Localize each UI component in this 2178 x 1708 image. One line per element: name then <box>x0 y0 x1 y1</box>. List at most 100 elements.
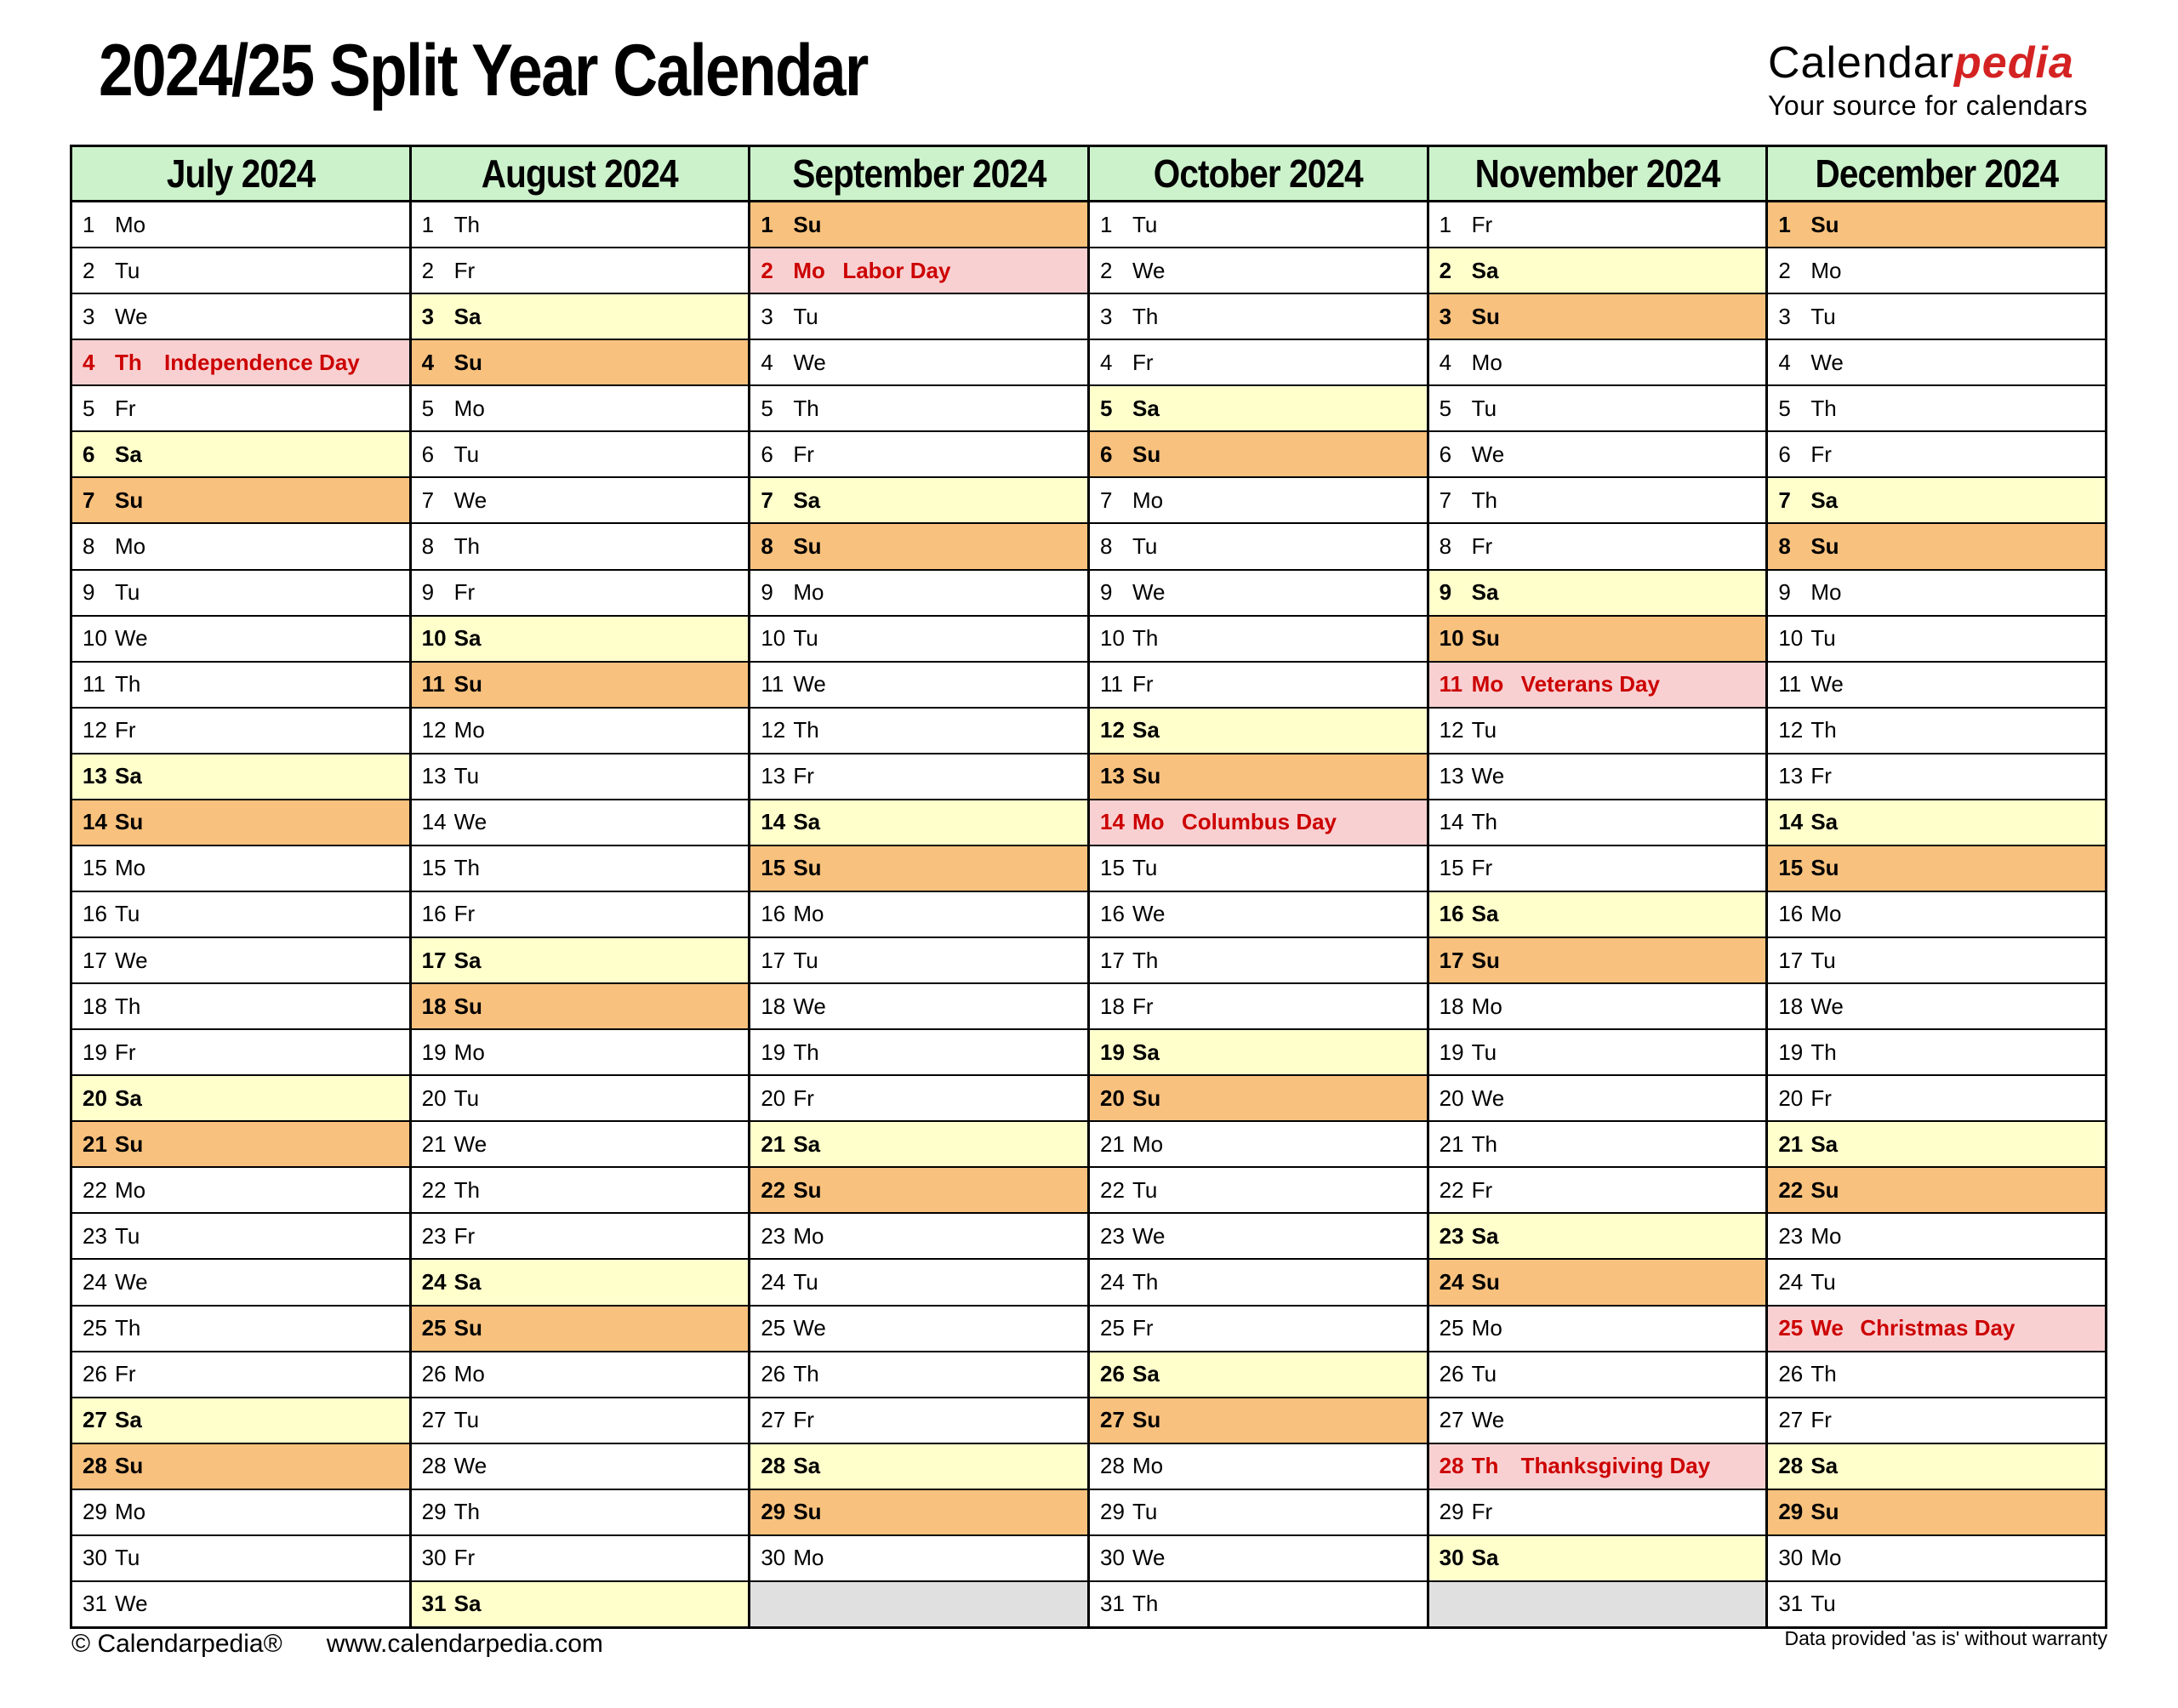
day-cell: 20 Fr <box>1768 1076 2105 1123</box>
day-cell: 29 Fr <box>1428 1490 1766 1536</box>
day-weekday: Su <box>1132 1085 1161 1111</box>
day-cell: 25 Fr <box>1089 1307 1427 1352</box>
day-weekday: Fr <box>453 901 476 927</box>
day-cell: 20 Fr <box>750 1076 1087 1123</box>
day-weekday: Fr <box>793 763 814 789</box>
holiday-label: Veterans Day <box>1520 671 1660 697</box>
logo-wordmark: Calendarpedia <box>1768 41 2088 85</box>
day-weekday: Su <box>1810 532 1839 559</box>
day-weekday: Sa <box>1810 1453 1839 1479</box>
day-weekday: Fr <box>115 1039 136 1065</box>
day-cell: 20 Sa <box>72 1076 409 1123</box>
day-cell: 9 We <box>1089 571 1427 617</box>
day-cell: 10 Sa <box>411 616 749 663</box>
day-number: 28 <box>761 1453 786 1479</box>
day-cell: 17 Th <box>1089 938 1427 985</box>
footer-website-link[interactable]: www.calendarpedia.com <box>326 1630 603 1658</box>
day-cell: 13 Fr <box>750 754 1087 800</box>
day-cell: 14 Su <box>72 800 409 846</box>
day-weekday: We <box>1471 1085 1505 1111</box>
day-number: 4 <box>1778 349 1791 375</box>
day-weekday: Th <box>1132 1591 1159 1617</box>
day-weekday: Fr <box>115 1361 136 1387</box>
day-weekday: Su <box>115 487 144 513</box>
day-cell: 9 Mo <box>750 571 1087 617</box>
day-cell: 5 Mo <box>411 386 749 433</box>
day-weekday: Fr <box>1810 1407 1832 1433</box>
day-cell: 1 Fr <box>1428 202 1766 249</box>
day-weekday: Mo <box>453 395 485 421</box>
day-weekday: Fr <box>1471 1176 1493 1203</box>
day-number: 2 <box>761 257 773 283</box>
day-number: 1 <box>421 211 435 237</box>
day-weekday: Mo <box>115 1176 146 1203</box>
day-number: 30 <box>1439 1545 1464 1571</box>
day-cell: 22 Th <box>411 1168 749 1215</box>
day-weekday: Fr <box>453 257 476 283</box>
day-weekday: Mo <box>1810 257 1842 283</box>
day-weekday: Mo <box>1132 1453 1164 1479</box>
day-weekday: We <box>453 1453 487 1479</box>
logo-pedia-text: pedia <box>1954 38 2074 88</box>
day-number: 28 <box>1439 1453 1464 1479</box>
day-weekday: Tu <box>115 1222 140 1249</box>
day-cell: 17 Su <box>1428 938 1766 985</box>
day-weekday: Tu <box>1810 1268 1836 1295</box>
day-cell: 14 Sa <box>1768 800 2105 846</box>
day-cell: 20 Tu <box>411 1076 749 1123</box>
day-cell: 22 Su <box>750 1168 1087 1215</box>
day-cell: 14 Th <box>1428 800 1766 846</box>
day-number: 21 <box>761 1130 786 1157</box>
day-cell: 17 Sa <box>411 938 749 985</box>
day-weekday: Fr <box>1471 855 1493 881</box>
day-number: 9 <box>1778 579 1791 606</box>
day-cell: 11 Fr <box>1089 663 1427 709</box>
day-cell: 13 We <box>1428 754 1766 800</box>
day-weekday: Su <box>793 211 822 237</box>
day-weekday: Su <box>115 1453 144 1479</box>
day-number: 26 <box>761 1361 786 1387</box>
month-header: July 2024 <box>72 147 409 202</box>
day-number: 8 <box>761 532 773 559</box>
day-number: 7 <box>761 487 773 513</box>
day-weekday: Sa <box>1132 395 1160 421</box>
day-weekday: Sa <box>453 947 482 973</box>
day-number: 30 <box>761 1545 786 1571</box>
day-number: 5 <box>1099 395 1113 421</box>
day-cell: 7 We <box>411 478 749 525</box>
day-number: 5 <box>421 395 435 421</box>
day-cell: 12 Mo <box>411 709 749 754</box>
day-weekday: Tu <box>1471 1039 1497 1065</box>
day-cell: 9 Fr <box>411 571 749 617</box>
day-cell: 17 We <box>72 938 409 985</box>
day-weekday: Su <box>793 1499 822 1525</box>
day-weekday: We <box>1810 349 1844 375</box>
day-weekday: Su <box>1471 947 1500 973</box>
day-cell: 2 Sa <box>1428 248 1766 295</box>
day-number: 22 <box>1439 1176 1464 1203</box>
day-cell: 23 Fr <box>411 1214 749 1261</box>
day-number: 17 <box>1099 947 1125 973</box>
day-weekday: Su <box>1132 441 1161 467</box>
day-weekday: Su <box>453 993 482 1019</box>
day-number: 28 <box>421 1453 447 1479</box>
logo: Calendarpedia Your source for calendars <box>1768 41 2088 119</box>
day-number: 31 <box>1099 1591 1125 1617</box>
day-number: 21 <box>1439 1130 1464 1157</box>
day-number: 27 <box>761 1407 786 1433</box>
day-number: 10 <box>421 625 447 652</box>
day-cell: 24 Sa <box>411 1260 749 1307</box>
day-weekday: Fr <box>1132 671 1154 697</box>
day-cell: 16 Mo <box>750 892 1087 938</box>
day-cell: 25 Mo <box>1428 1307 1766 1352</box>
day-cell: 3 We <box>72 294 409 341</box>
day-weekday: We <box>1132 579 1166 606</box>
day-number: 22 <box>761 1176 786 1203</box>
day-number: 26 <box>83 1361 107 1387</box>
day-weekday: Fr <box>1132 1315 1154 1341</box>
day-number: 6 <box>761 441 773 467</box>
day-weekday: Mo <box>453 1361 485 1387</box>
day-number: 15 <box>83 855 107 881</box>
day-cell: 28 We <box>411 1444 749 1490</box>
day-number: 27 <box>1439 1407 1464 1433</box>
